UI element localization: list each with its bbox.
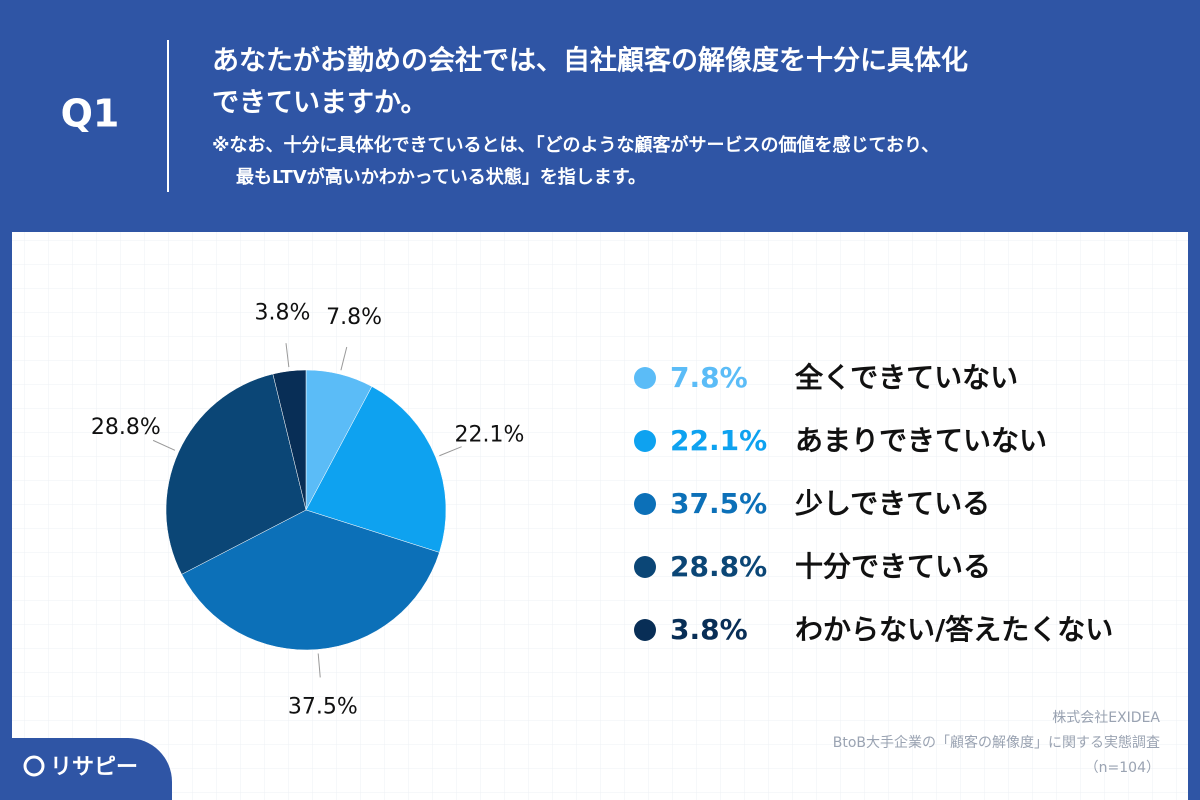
source: 株式会社EXIDEA [1052, 710, 1160, 726]
legend-marker [634, 430, 656, 452]
pie-slice [181, 509, 440, 651]
leader-line [340, 346, 348, 371]
legend-label: 少しできている [795, 487, 990, 520]
logo-icon [23, 755, 45, 777]
data-label: 7.8% [326, 305, 382, 330]
legend-value: 28.8% [670, 550, 767, 583]
leader-line [439, 446, 462, 457]
data-label: 3.8% [254, 300, 310, 325]
data-label: 22.1% [454, 422, 524, 447]
leader-line [285, 343, 290, 368]
source: （n=104） [1085, 760, 1160, 776]
data-label: 37.5% [288, 694, 358, 719]
legend-value: 3.8% [670, 613, 748, 646]
legend-marker [634, 556, 656, 578]
note: ※なお、十分に具体化できているとは、「どのような顧客がサービスの価値を感じており… [212, 134, 939, 156]
source: BtoB大手企業の「顧客の解像度」に関する実態調査 [833, 734, 1160, 751]
pie-slice [272, 369, 307, 511]
leader-line [317, 653, 321, 678]
legend-label: 十分できている [795, 550, 991, 583]
pie-slice [305, 386, 447, 553]
legend-marker [634, 367, 656, 389]
question-label: Q1 [61, 92, 120, 136]
logo: リサピー [50, 755, 138, 780]
chart: 7.8% 7.8% 全くできていない 22.1% 22.1% あまりできていない 37.5%… [91, 300, 1113, 719]
legend-marker [634, 619, 656, 641]
legend-marker [634, 493, 656, 515]
legend-value: 22.1% [670, 424, 767, 457]
logo-badge [0, 738, 172, 800]
leader-line [152, 439, 176, 451]
legend-label: わからない/答えたくない [795, 613, 1113, 646]
legend-value: 37.5% [670, 487, 767, 520]
note: 最もLTVが高いかわかっている状態」を指します。 [236, 166, 646, 188]
legend-value: 7.8% [670, 361, 748, 394]
pie-slice [165, 373, 307, 575]
legend-label: 全くできていない [794, 361, 1018, 394]
legend-label: あまりできていない [795, 424, 1047, 457]
data-label: 28.8% [91, 415, 161, 440]
title: あなたがお勤めの会社では、自社顧客の解像度を十分に具体化 [212, 45, 968, 77]
title: できていますか。 [212, 88, 427, 119]
